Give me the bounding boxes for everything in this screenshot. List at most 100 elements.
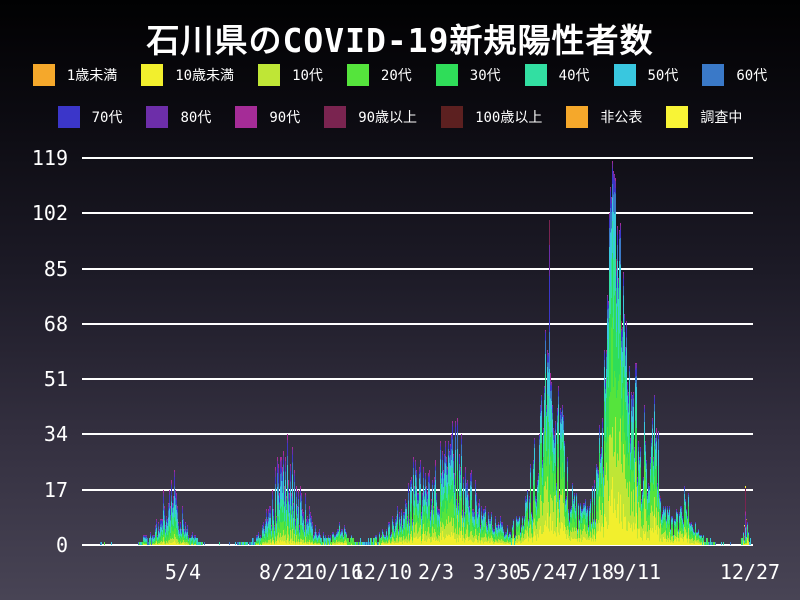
legend-item: 50代 — [613, 64, 678, 86]
bar — [144, 535, 145, 545]
bar — [531, 512, 532, 545]
bar — [625, 346, 626, 545]
bar — [714, 541, 715, 545]
bar — [268, 509, 269, 545]
bar — [176, 492, 177, 545]
bar — [615, 177, 616, 545]
bar — [153, 535, 154, 545]
bar — [558, 385, 559, 545]
legend-swatch — [441, 106, 464, 128]
bar — [366, 541, 367, 545]
bar — [420, 460, 421, 545]
bar — [683, 522, 684, 545]
bar — [378, 541, 379, 545]
bar — [189, 538, 190, 545]
bar — [155, 525, 156, 545]
bar — [456, 499, 457, 545]
bar — [361, 541, 362, 545]
bar — [101, 541, 102, 545]
bar — [748, 531, 749, 545]
bar — [687, 515, 688, 545]
bar — [111, 541, 112, 545]
bar — [598, 470, 599, 545]
bar — [532, 515, 533, 545]
bar — [172, 502, 173, 545]
gridline — [82, 378, 753, 381]
bar — [564, 440, 565, 545]
x-tick-label: 12/27 — [719, 560, 781, 584]
legend-label: 20代 — [380, 68, 412, 84]
bar — [351, 535, 352, 545]
bar — [152, 535, 153, 545]
bar — [647, 492, 648, 545]
bar — [264, 528, 265, 545]
legend-row-1: 1歳未満 10歳未満 10代 20代 30代 40代 50代 60代 — [0, 64, 800, 86]
bar — [670, 528, 671, 545]
bar — [382, 528, 383, 545]
bar — [483, 509, 484, 545]
bar — [446, 457, 447, 545]
bar — [333, 531, 334, 545]
bar — [164, 505, 165, 545]
bar — [379, 531, 380, 545]
bar — [150, 531, 151, 545]
bar — [148, 541, 149, 545]
bar — [447, 466, 448, 545]
bar — [196, 538, 197, 545]
legend-label: 1歳未満 — [66, 68, 118, 84]
bar — [688, 492, 689, 545]
y-tick-label: 51 — [43, 367, 68, 392]
bar — [700, 535, 701, 545]
bar — [368, 538, 369, 545]
legend-item: 90歳以上 — [324, 106, 417, 128]
bar — [487, 525, 488, 545]
bar — [336, 531, 337, 545]
bar — [310, 512, 311, 545]
bar — [507, 525, 508, 545]
bar — [661, 515, 662, 545]
bar — [494, 528, 495, 545]
legend-item: 1歳未満 — [32, 64, 118, 86]
bar — [250, 541, 251, 545]
y-tick-label: 0 — [55, 533, 68, 557]
bar — [607, 294, 608, 545]
bar — [143, 535, 144, 545]
bar — [646, 460, 647, 545]
bar — [584, 502, 585, 545]
bar — [588, 525, 589, 545]
bar — [400, 518, 401, 545]
bar — [386, 528, 387, 545]
bar — [140, 541, 141, 545]
bar — [289, 492, 290, 545]
bar — [390, 535, 391, 545]
bar — [460, 466, 461, 545]
bar — [356, 541, 357, 545]
bar — [566, 496, 567, 545]
bar — [496, 525, 497, 545]
bar — [552, 405, 553, 545]
bar — [162, 518, 163, 545]
bar — [260, 535, 261, 545]
bar — [293, 502, 294, 545]
bar — [193, 538, 194, 545]
bar — [525, 496, 526, 545]
bar — [555, 421, 556, 545]
legend-swatch — [324, 106, 347, 128]
x-tick-label: 3/30 — [472, 560, 522, 584]
bar — [623, 271, 624, 545]
bar — [436, 492, 437, 545]
bar — [341, 528, 342, 545]
bar — [190, 538, 191, 545]
x-tick-label: 12/10 — [351, 560, 413, 584]
bar — [560, 408, 561, 545]
bar — [265, 518, 266, 545]
bar — [468, 492, 469, 545]
bar — [600, 453, 601, 545]
bar — [653, 457, 654, 545]
bar — [472, 509, 473, 545]
legend-swatch — [141, 64, 164, 86]
bar — [551, 382, 552, 545]
bar — [257, 535, 258, 545]
bar — [745, 486, 746, 545]
